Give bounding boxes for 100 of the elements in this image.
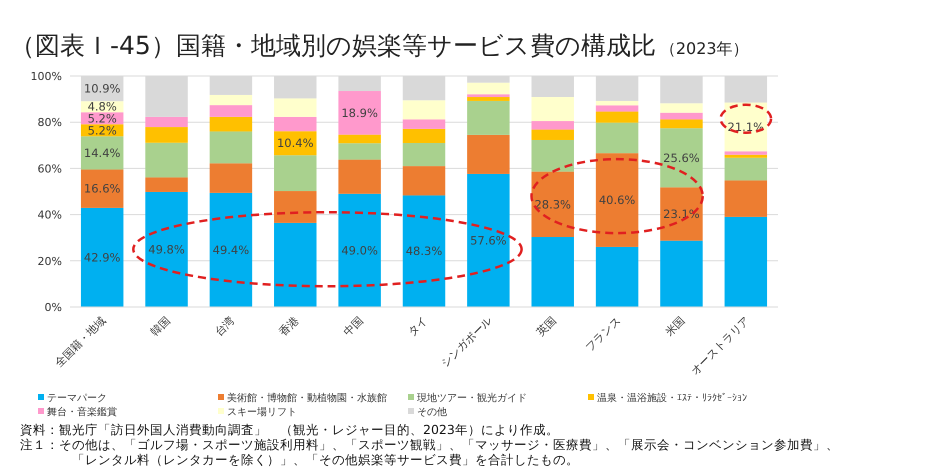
bar bbox=[467, 174, 510, 307]
data-label: 49.8% bbox=[148, 242, 185, 256]
bar bbox=[467, 100, 510, 135]
x-tick-label: 韓国 bbox=[148, 314, 173, 339]
bar bbox=[402, 195, 446, 307]
bar bbox=[660, 187, 703, 241]
bar bbox=[724, 151, 768, 155]
bar bbox=[596, 105, 638, 112]
bar bbox=[531, 140, 574, 172]
bar bbox=[80, 136, 124, 170]
text: 「レンタル料（レンタカーを除く）」、「その他娯楽等サービス費」を合計したもの。 bbox=[72, 452, 579, 467]
data-label: 25.6% bbox=[663, 150, 700, 165]
legend-item: 温泉・温浴施設・ｴｽﾃ・ﾘﾗｸｾﾞｰｼｮﾝ bbox=[588, 393, 747, 404]
y-tick-label: 100% bbox=[30, 70, 62, 83]
bar bbox=[80, 208, 124, 307]
x-tick-label: オーストラリア bbox=[688, 314, 752, 378]
x-tick-label: 全国籍・地域 bbox=[52, 314, 108, 370]
bar bbox=[145, 192, 188, 307]
data-label: 49.0% bbox=[341, 243, 378, 258]
legend-item: 舞台・音楽鑑賞 bbox=[38, 407, 117, 418]
bar bbox=[531, 172, 574, 238]
bar bbox=[210, 105, 252, 117]
x-tick-label: 台湾 bbox=[212, 314, 238, 339]
data-label: 57.6% bbox=[470, 233, 507, 248]
bar bbox=[467, 97, 510, 101]
data-label: 10.4% bbox=[277, 136, 314, 150]
bar bbox=[467, 82, 510, 94]
data-label: 40.6% bbox=[598, 193, 636, 208]
bar bbox=[724, 102, 768, 152]
y-tick-label: 0% bbox=[44, 301, 62, 314]
bar bbox=[531, 130, 574, 140]
bar bbox=[402, 166, 446, 196]
data-label: 49.4% bbox=[212, 242, 250, 257]
bar bbox=[531, 121, 574, 130]
text: 資料：観光庁「訪日外国人消費動向調査」 （観光・レジャー目的、2023年）により作成。 bbox=[20, 422, 559, 437]
y-tick-label: 80% bbox=[38, 116, 62, 130]
bar bbox=[402, 119, 446, 129]
bar bbox=[660, 112, 703, 120]
data-label: 5.2% bbox=[88, 123, 117, 138]
bar bbox=[338, 194, 381, 307]
legend-item: 美術館・博物館・動植物園・水族館 bbox=[218, 393, 387, 404]
legend-item: テーマパーク bbox=[38, 393, 107, 404]
data-label: 5.2% bbox=[88, 111, 117, 126]
bar bbox=[145, 177, 188, 192]
y-tick-label: 40% bbox=[38, 208, 62, 222]
bar bbox=[596, 122, 638, 154]
data-label: 28.3% bbox=[534, 197, 572, 212]
text: 注１：その他は、「ゴルフ場・スポーツ施設利用料」、「スポーツ観戦」、「マッサージ・医療費」、「展示会・コンベンション参加費」、 bbox=[20, 437, 839, 452]
bar bbox=[338, 91, 381, 135]
bar bbox=[210, 192, 252, 307]
legend-label: 舞台・音楽鑑賞 bbox=[47, 406, 117, 418]
legend-label: その他 bbox=[417, 406, 447, 418]
x-tick-label: 英国 bbox=[534, 314, 559, 339]
bar bbox=[660, 128, 703, 188]
bar bbox=[338, 134, 381, 144]
bar bbox=[724, 158, 768, 180]
bar bbox=[80, 170, 124, 208]
bar bbox=[467, 94, 510, 98]
bar bbox=[531, 237, 574, 307]
bar bbox=[467, 134, 510, 174]
bar bbox=[660, 103, 703, 113]
bar bbox=[596, 112, 638, 123]
x-tick-label: 米国 bbox=[662, 314, 688, 339]
x-tick-label: タイ bbox=[405, 314, 430, 339]
x-tick-label: 中国 bbox=[341, 314, 366, 339]
legend-item: その他 bbox=[408, 407, 447, 418]
y-tick-label: 20% bbox=[38, 254, 62, 268]
y-tick-label: 60% bbox=[38, 162, 62, 176]
bar bbox=[145, 127, 188, 143]
bar bbox=[145, 116, 188, 128]
bar bbox=[596, 153, 638, 247]
title: （図表Ｉ-45）国籍・地域別の娯楽等サービス費の構成比 （2023年） bbox=[10, 31, 749, 60]
bar bbox=[596, 100, 638, 106]
bar bbox=[274, 155, 317, 192]
bar bbox=[274, 191, 317, 223]
bar bbox=[274, 222, 317, 307]
legend-label: スキー場リフト bbox=[227, 406, 297, 418]
bar bbox=[724, 216, 768, 307]
data-label: 14.4% bbox=[84, 146, 121, 160]
bar bbox=[531, 97, 574, 122]
bar bbox=[274, 116, 317, 132]
data-label: 4.8% bbox=[88, 100, 117, 114]
bar bbox=[402, 128, 446, 143]
bar bbox=[210, 163, 252, 193]
bar bbox=[724, 154, 768, 158]
bar bbox=[338, 143, 381, 160]
legend-item: 現地ツアー・観光ガイド bbox=[408, 393, 527, 404]
bar bbox=[724, 180, 768, 217]
bar bbox=[145, 142, 188, 178]
legend-item: スキー場リフト bbox=[218, 407, 297, 418]
data-label: 18.9% bbox=[341, 106, 378, 120]
x-tick-label: シンガポール bbox=[438, 314, 494, 370]
bar bbox=[660, 119, 703, 128]
bar bbox=[596, 246, 638, 307]
bar bbox=[210, 94, 252, 106]
data-label: 16.6% bbox=[84, 182, 121, 196]
bar bbox=[210, 116, 252, 132]
x-tick-label: フランス bbox=[582, 314, 624, 354]
data-label: 42.9% bbox=[84, 250, 121, 264]
bar bbox=[210, 131, 252, 164]
